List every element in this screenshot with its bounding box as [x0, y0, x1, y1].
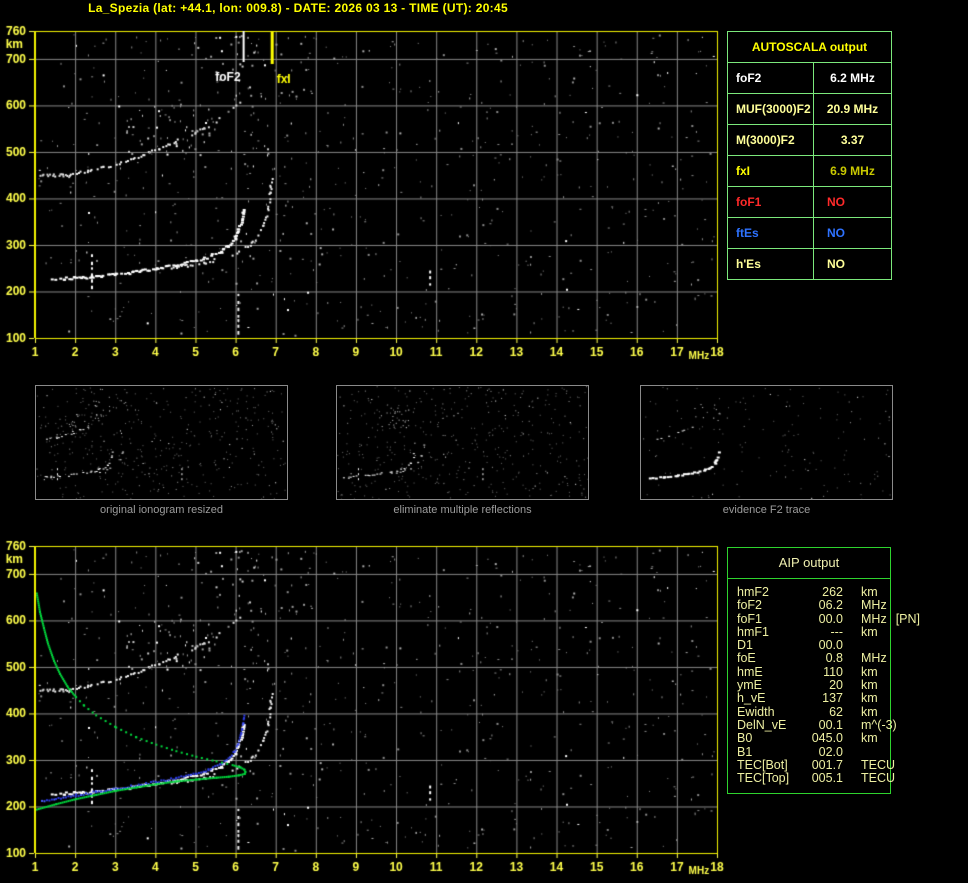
autoscala-output-table: AUTOSCALA output foF2 6.2 MHz MUF(3000)F2 2…	[727, 31, 892, 280]
aip-label: foF1	[737, 611, 763, 626]
aip-row-h_vE: h_vE 137 km	[728, 691, 890, 706]
aip-row-hmE: hmE 110 km	[728, 664, 890, 679]
thumbnail-f2-evidence	[640, 385, 893, 500]
station-date-title: La_Spezia (lat: +44.1, lon: 009.8) - DAT…	[88, 1, 508, 15]
aip-label: foF2	[737, 598, 763, 613]
autoscala-row-label: M(3000)F2	[728, 125, 814, 155]
thumbnail-caption-no-multiples: eliminate multiple reflections	[393, 504, 532, 516]
autoscala-row-label: foF1	[728, 187, 814, 217]
autoscala-table-rows: foF2 6.2 MHz MUF(3000)F2 20.9 MHz M(3000)F2 3…	[728, 63, 891, 279]
aip-unit: km	[861, 624, 878, 639]
aip-value: 005.1	[811, 771, 843, 786]
aip-unit: TECU	[861, 771, 896, 786]
aip-row-B0: B0 045.0 km	[728, 731, 890, 746]
aip-value: 00.0	[818, 638, 843, 653]
aip-label: foE	[737, 651, 756, 666]
aip-label: B0	[737, 731, 753, 746]
aip-label: h_vE	[737, 691, 766, 706]
aip-value: 00.1	[818, 717, 843, 732]
aip-label: TEC[Top]	[737, 771, 790, 786]
autoscala-row-value: NO	[827, 195, 845, 209]
aip-row-TEC[Bot]: TEC[Bot] 001.7 TECU	[728, 757, 895, 772]
autoscala-row-hEs: h'Es NO	[728, 249, 891, 279]
aip-value: 262	[822, 585, 843, 599]
aip-value: 0.8	[825, 651, 843, 666]
autoscala-row-foF1: foF1 NO	[728, 187, 891, 218]
autoscala-table-title: AUTOSCALA output	[728, 32, 891, 63]
aip-unit: TECU	[861, 757, 896, 772]
aip-label: TEC[Bot]	[737, 757, 788, 772]
aip-value: 20	[829, 678, 843, 693]
aip-unit: km	[861, 678, 878, 693]
autoscala-row-foF2: foF2 6.2 MHz	[728, 63, 891, 94]
aip-label: hmE	[737, 664, 763, 679]
aip-unit: km	[861, 585, 878, 599]
autoscala-row-MUF3000F2: MUF(3000)F2 20.9 MHz	[728, 94, 891, 125]
aip-row-foF2: foF2 06.2 MHz	[728, 598, 890, 613]
aip-row-ymE: ymE 20 km	[728, 678, 890, 693]
aip-value: 001.7	[811, 757, 843, 772]
aip-value: 02.0	[818, 744, 843, 759]
aip-row-foE: foE 0.8 MHz	[728, 651, 890, 666]
aip-row-Ewidth: Ewidth 62 km	[728, 704, 890, 719]
autoscala-row-label: ftEs	[728, 218, 814, 248]
aip-value: 137	[822, 691, 843, 706]
autoscala-row-value: 20.9 MHz	[826, 102, 879, 116]
aip-unit: km	[861, 664, 878, 679]
aip-label: hmF1	[737, 624, 769, 639]
autoscala-row-value: 6.9 MHz	[830, 164, 875, 178]
autoscala-row-label: MUF(3000)F2	[728, 94, 814, 124]
aip-output-table: AIP output hmF2 262 km foF2 06.2 MHz foF1 00.0 M…	[727, 547, 920, 794]
aip-unit: m^(-3)	[861, 717, 897, 732]
aip-unit: MHz	[861, 598, 887, 613]
aip-label: DelN_vE	[737, 717, 787, 732]
autoscala-row-label: fxI	[728, 156, 814, 186]
aip-unit: MHz	[861, 651, 887, 666]
aip-unit: MHz	[861, 611, 887, 626]
aip-label: B1	[737, 744, 753, 759]
aip-row-B1: B1 02.0	[728, 744, 890, 759]
autoscala-row-fxI: fxI 6.9 MHz	[728, 156, 891, 187]
aip-unit: km	[861, 731, 878, 746]
ionogram-plot-bottom	[0, 535, 725, 880]
thumbnail-no-multiples	[336, 385, 589, 500]
autoscala-row-label: foF2	[728, 63, 814, 93]
autoscala-row-value: 3.37	[840, 133, 865, 147]
aip-unit: km	[861, 691, 878, 706]
aip-label: ymE	[737, 678, 762, 693]
aip-row-hmF2: hmF2 262 km	[728, 585, 890, 599]
autoscala-row-M3000F2: M(3000)F2 3.37	[728, 125, 891, 156]
thumbnail-no-multiples-canvas	[337, 386, 588, 499]
autoscala-row-label: h'Es	[728, 249, 814, 279]
aip-value: 00.0	[818, 611, 843, 626]
thumbnail-original-ionogram	[35, 385, 288, 500]
aip-value: 06.2	[818, 598, 843, 613]
ionogram-plot-top	[0, 20, 725, 365]
aip-row-DelN_vE: DelN_vE 00.1 m^(-3)	[728, 717, 897, 732]
aip-value: 045.0	[811, 731, 843, 746]
aip-row-hmF1: hmF1 --- km	[728, 624, 890, 639]
aip-table-title: AIP output	[728, 548, 890, 579]
thumbnail-caption-f2-evidence: evidence F2 trace	[722, 504, 811, 516]
aip-extra: [PN]	[895, 611, 921, 626]
aip-unit: km	[861, 704, 878, 719]
thumbnail-f2-evidence-canvas	[641, 386, 892, 499]
thumbnail-original-canvas	[36, 386, 287, 499]
aip-table-rows: hmF2 262 km foF2 06.2 MHz foF1 00.0 MHz [PN] hmF1 -…	[728, 579, 920, 786]
aip-value: ---	[830, 624, 844, 639]
thumbnail-caption-original: original ionogram resized	[100, 504, 223, 516]
aip-row-TEC[Top]: TEC[Top] 005.1 TECU	[728, 771, 895, 786]
autoscala-row-value: 6.2 MHz	[830, 71, 875, 85]
aip-value: 110	[823, 664, 843, 679]
aip-label: D1	[737, 638, 753, 653]
aip-label: Ewidth	[737, 704, 775, 719]
aip-label: hmF2	[737, 585, 769, 599]
aip-row-foF1: foF1 00.0 MHz [PN]	[728, 611, 920, 626]
autoscala-row-value: NO	[827, 226, 845, 240]
aip-value: 62	[829, 704, 843, 719]
autoscala-row-value: NO	[827, 257, 845, 271]
autoscala-row-ftEs: ftEs NO	[728, 218, 891, 249]
aip-row-D1: D1 00.0	[728, 638, 890, 653]
